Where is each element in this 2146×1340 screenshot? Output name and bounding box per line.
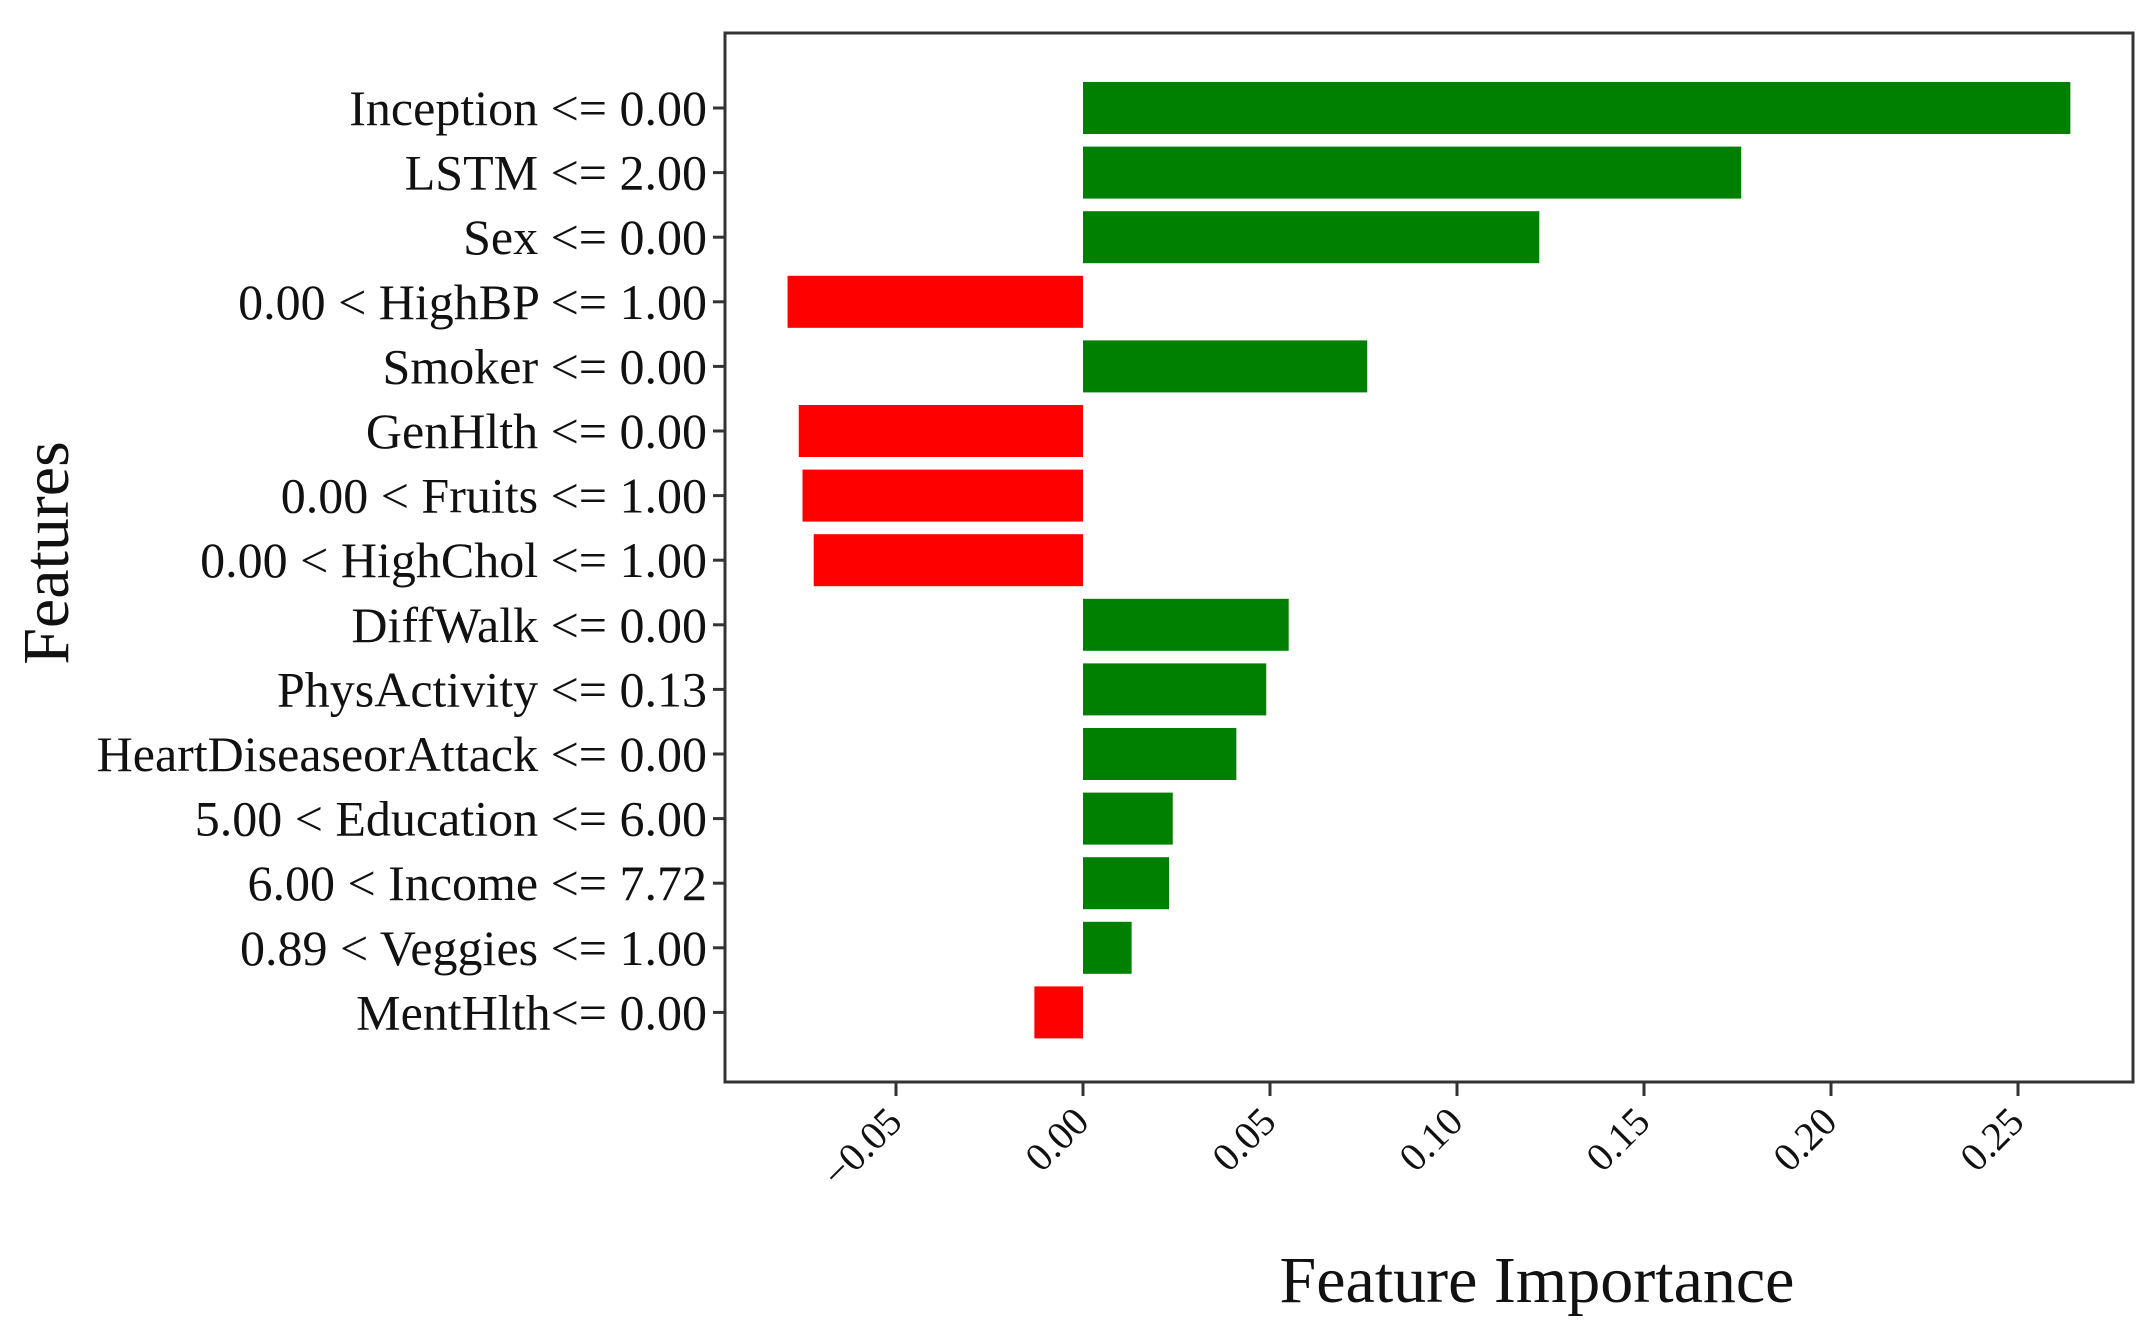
y-tick-label: 0.00 < HighChol <= 1.00 — [200, 532, 707, 588]
bar — [1083, 211, 1540, 264]
x-tick-label: 0.25 — [1951, 1099, 2032, 1180]
bar — [802, 469, 1083, 522]
bar — [1083, 921, 1132, 974]
y-ticks: Inception <= 0.00 LSTM <= 2.00 Sex <= 0.00… — [97, 80, 725, 1040]
y-tick-label: HeartDiseaseorAttack <= 0.00 — [97, 726, 707, 782]
x-tick-label: 0.20 — [1764, 1099, 1845, 1180]
bar — [787, 275, 1083, 328]
x-tick-label: 0.10 — [1390, 1099, 1471, 1180]
x-axis-title: Feature Importance — [1280, 1244, 1795, 1317]
y-tick-label: Sex <= 0.00 — [463, 209, 707, 265]
x-tick-label: 0.15 — [1577, 1099, 1658, 1180]
bar — [1083, 857, 1170, 910]
y-tick-label: LSTM <= 2.00 — [405, 145, 707, 201]
bar — [1083, 146, 1742, 199]
y-tick-label: 0.00 < HighBP <= 1.00 — [238, 274, 707, 330]
bar — [813, 534, 1083, 587]
y-tick-label: 0.89 < Veggies <= 1.00 — [240, 920, 707, 976]
y-axis-title: Features — [10, 441, 83, 665]
x-ticks: −0.05 0.00 0.05 0.10 0.15 0.20 0.25 — [813, 1082, 2032, 1196]
x-tick-label: 0.00 — [1016, 1099, 1097, 1180]
y-tick-label: Smoker <= 0.00 — [383, 338, 707, 394]
y-tick-label: Inception <= 0.00 — [349, 80, 707, 136]
plot-frame — [723, 31, 2135, 1084]
x-tick-label: 0.05 — [1203, 1099, 1284, 1180]
y-tick-label: MentHlth<= 0.00 — [356, 984, 707, 1040]
bars-layer — [787, 82, 2071, 1039]
x-tick-label: −0.05 — [813, 1099, 910, 1196]
bar — [1083, 82, 2071, 134]
bar — [1034, 986, 1083, 1039]
bar — [1083, 663, 1267, 716]
y-tick-label: 0.00 < Fruits <= 1.00 — [281, 468, 707, 524]
bar — [1083, 598, 1289, 651]
bar — [1083, 728, 1237, 780]
y-tick-label: 5.00 < Education <= 6.00 — [195, 791, 707, 847]
y-tick-label: 6.00 < Income <= 7.72 — [247, 855, 707, 911]
y-tick-label: GenHlth <= 0.00 — [366, 403, 707, 459]
bar — [1083, 792, 1173, 845]
y-tick-label: PhysActivity <= 0.13 — [277, 661, 707, 717]
bar — [798, 405, 1083, 457]
y-tick-label: DiffWalk <= 0.00 — [351, 597, 707, 653]
bar — [1083, 340, 1368, 393]
